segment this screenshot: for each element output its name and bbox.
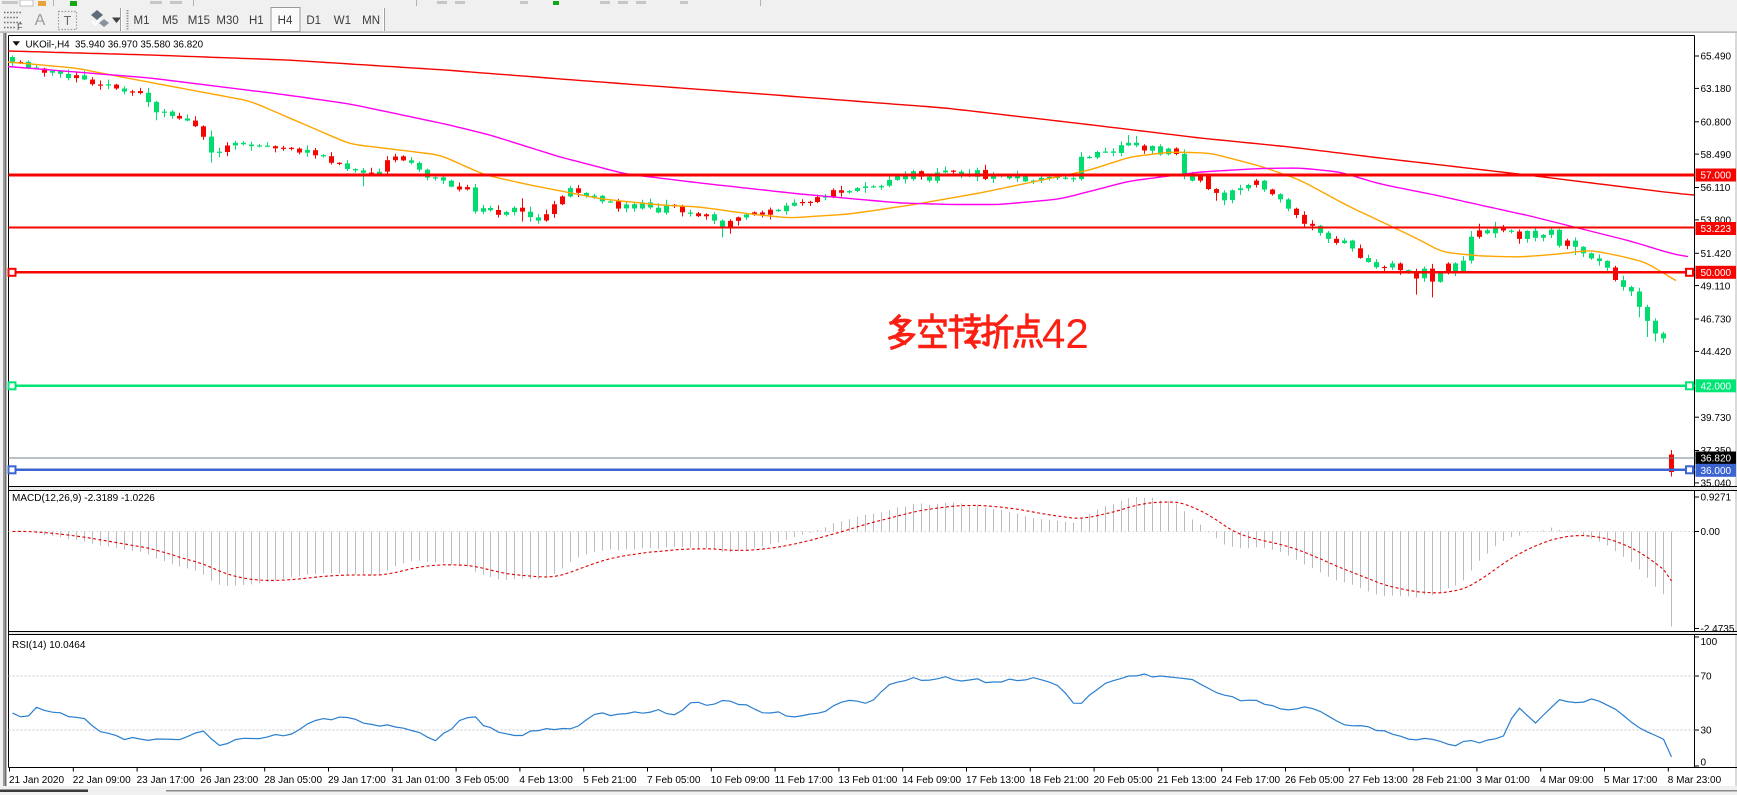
svg-text:14 Feb 09:00: 14 Feb 09:00 (902, 775, 961, 786)
svg-text:13 Feb 01:00: 13 Feb 01:00 (838, 775, 897, 786)
svg-text:60.800: 60.800 (1701, 118, 1732, 129)
svg-text:39.730: 39.730 (1701, 413, 1732, 424)
svg-text:4 Mar 09:00: 4 Mar 09:00 (1540, 775, 1594, 786)
svg-text:42.000: 42.000 (1701, 382, 1732, 393)
svg-text:26 Feb 05:00: 26 Feb 05:00 (1285, 775, 1344, 786)
svg-text:36.820: 36.820 (1701, 454, 1732, 465)
svg-text:H1: H1 (249, 15, 264, 27)
svg-text:21 Feb 13:00: 21 Feb 13:00 (1157, 775, 1216, 786)
svg-text:22 Jan 09:00: 22 Jan 09:00 (73, 775, 131, 786)
svg-text:44.420: 44.420 (1701, 347, 1732, 358)
svg-text:57.000: 57.000 (1701, 171, 1732, 182)
svg-text:53.223: 53.223 (1701, 224, 1732, 235)
svg-text:A: A (35, 12, 46, 29)
svg-text:46.730: 46.730 (1701, 315, 1732, 326)
svg-text:26 Jan 23:00: 26 Jan 23:00 (200, 775, 258, 786)
svg-text:31 Jan 01:00: 31 Jan 01:00 (392, 775, 450, 786)
svg-text:M5: M5 (162, 15, 178, 27)
svg-text:3 Feb 05:00: 3 Feb 05:00 (456, 775, 510, 786)
svg-text:D1: D1 (306, 15, 321, 27)
svg-text:17 Feb 13:00: 17 Feb 13:00 (966, 775, 1025, 786)
svg-text:100: 100 (1701, 637, 1718, 648)
svg-text:24 Feb 17:00: 24 Feb 17:00 (1221, 775, 1280, 786)
svg-text:W1: W1 (334, 15, 351, 27)
svg-text:T: T (64, 14, 72, 28)
svg-text:65.490: 65.490 (1701, 52, 1732, 63)
svg-text:56.110: 56.110 (1701, 183, 1731, 194)
svg-text:M30: M30 (216, 15, 238, 27)
svg-text:29 Jan 17:00: 29 Jan 17:00 (328, 775, 386, 786)
svg-text:53.800: 53.800 (1701, 216, 1732, 227)
svg-text:11 Feb 17:00: 11 Feb 17:00 (775, 775, 834, 786)
svg-text:M15: M15 (188, 15, 210, 27)
svg-text:21 Jan 2020: 21 Jan 2020 (9, 775, 64, 786)
svg-text:RSI(14) 10.0464: RSI(14) 10.0464 (12, 640, 86, 651)
svg-text:0.9271: 0.9271 (1701, 493, 1732, 504)
svg-text:23 Jan 17:00: 23 Jan 17:00 (137, 775, 195, 786)
svg-text:UKOil-,H4 35.940 36.970 35.58: UKOil-,H4 35.940 36.970 35.580 36.820 (26, 40, 204, 51)
svg-text:18 Feb 21:00: 18 Feb 21:00 (1030, 775, 1089, 786)
svg-text:27 Feb 13:00: 27 Feb 13:00 (1349, 775, 1408, 786)
svg-text:MACD(12,26,9) -2.3189 -1.0226: MACD(12,26,9) -2.3189 -1.0226 (12, 493, 155, 504)
svg-text:28 Jan 05:00: 28 Jan 05:00 (264, 775, 322, 786)
svg-text:58.490: 58.490 (1701, 150, 1732, 161)
svg-text:MN: MN (362, 15, 380, 27)
svg-text:F: F (17, 22, 23, 32)
svg-text:M1: M1 (134, 15, 150, 27)
svg-text:-2.4735: -2.4735 (1701, 624, 1735, 635)
svg-text:50.000: 50.000 (1701, 268, 1732, 279)
svg-text:30: 30 (1701, 726, 1713, 737)
svg-text:4 Feb 13:00: 4 Feb 13:00 (519, 775, 573, 786)
svg-text:5 Feb 21:00: 5 Feb 21:00 (583, 775, 637, 786)
svg-text:63.180: 63.180 (1701, 84, 1732, 95)
svg-text:3 Mar 01:00: 3 Mar 01:00 (1476, 775, 1530, 786)
svg-text:36.000: 36.000 (1701, 466, 1732, 477)
svg-text:35.040: 35.040 (1701, 479, 1732, 490)
svg-text:28 Feb 21:00: 28 Feb 21:00 (1413, 775, 1472, 786)
svg-text:70: 70 (1701, 672, 1713, 683)
svg-text:51.420: 51.420 (1701, 249, 1732, 260)
svg-text:7 Feb 05:00: 7 Feb 05:00 (647, 775, 701, 786)
svg-text:5 Mar 17:00: 5 Mar 17:00 (1604, 775, 1658, 786)
svg-text:42: 42 (1042, 310, 1089, 357)
svg-text:0.00: 0.00 (1701, 527, 1721, 538)
svg-text:0: 0 (1701, 758, 1707, 769)
svg-text:49.110: 49.110 (1701, 281, 1731, 292)
svg-text:8 Mar 23:00: 8 Mar 23:00 (1668, 775, 1722, 786)
svg-text:10 Feb 09:00: 10 Feb 09:00 (711, 775, 770, 786)
svg-text:H4: H4 (278, 15, 293, 27)
svg-text:20 Feb 05:00: 20 Feb 05:00 (1094, 775, 1153, 786)
